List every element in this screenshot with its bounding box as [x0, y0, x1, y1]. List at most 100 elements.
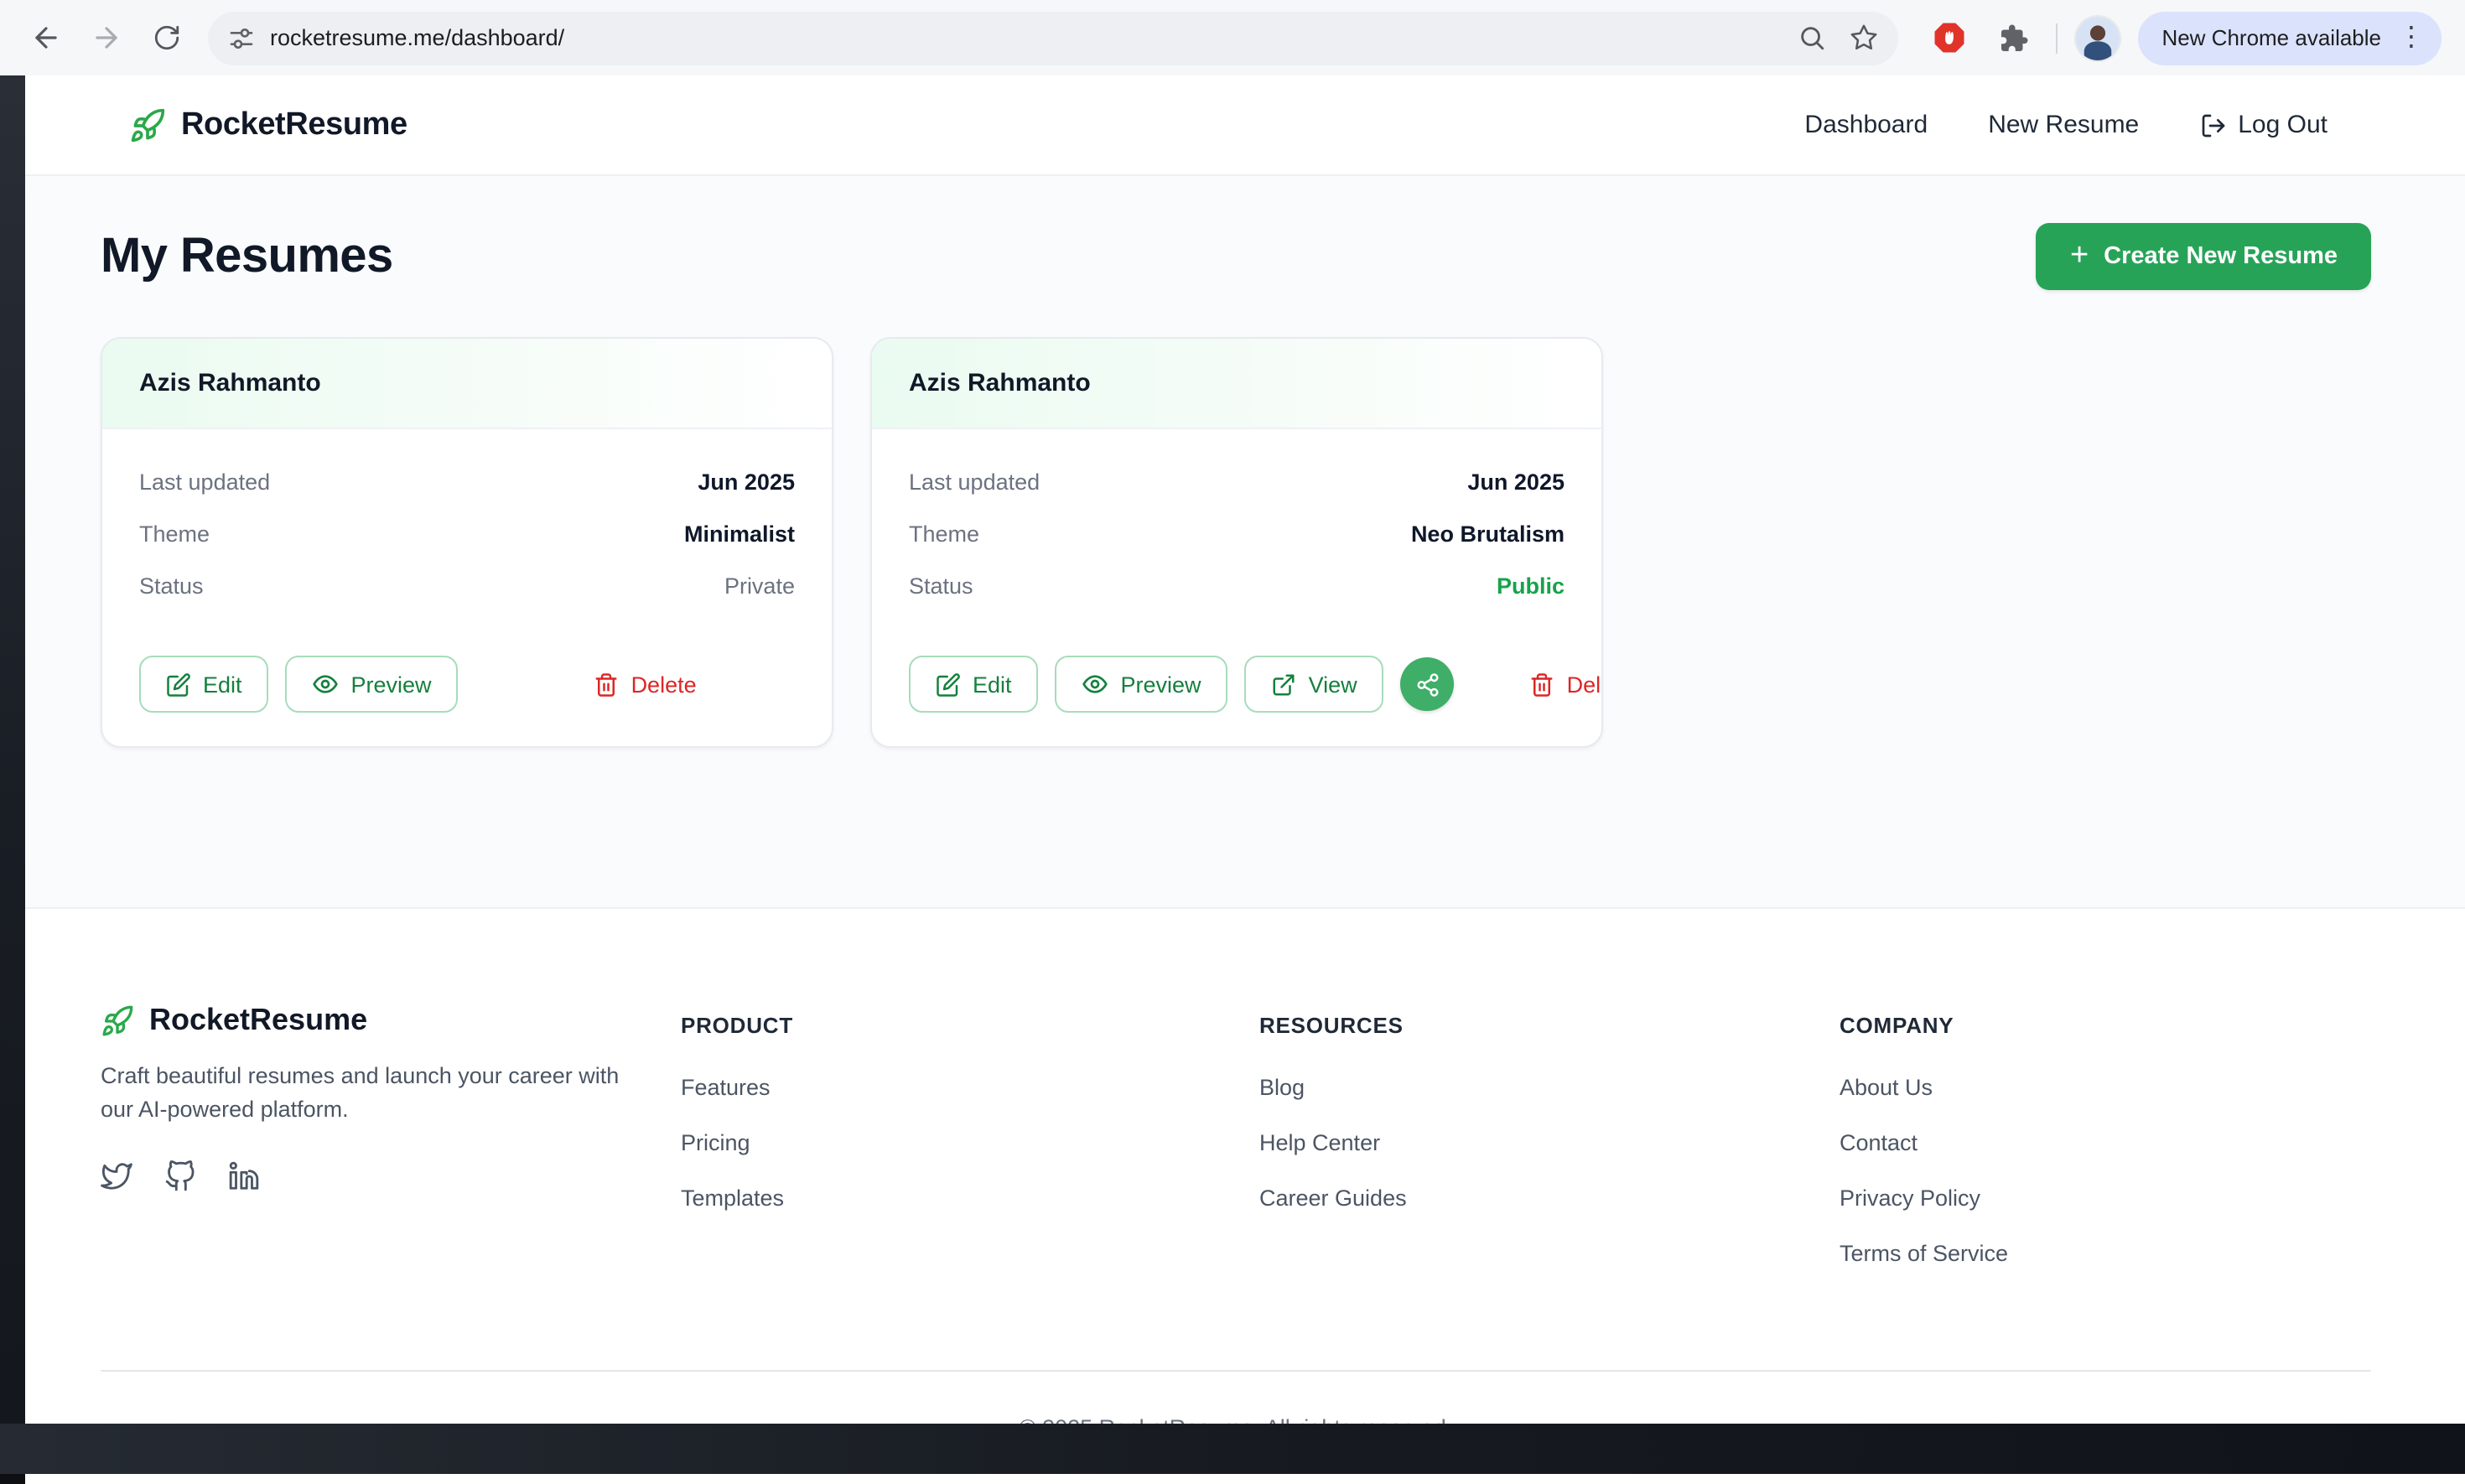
footer-link-contact[interactable]: Contact — [1840, 1130, 1918, 1155]
preview-button[interactable]: Preview — [285, 656, 459, 713]
field-label: Status — [909, 573, 973, 598]
footer-link-blog[interactable]: Blog — [1259, 1075, 1305, 1100]
view-button[interactable]: View — [1244, 656, 1384, 713]
edit-icon — [166, 672, 191, 697]
resume-card: Azis Rahmanto Last updated Jun 2025 Them… — [101, 337, 833, 748]
resume-card-body: Last updated Jun 2025 Theme Neo Brutalis… — [872, 429, 1601, 600]
address-bar[interactable]: rocketresume.me/dashboard/ — [208, 11, 1899, 65]
field-value: Minimalist — [683, 521, 795, 546]
extensions-area: New Chrome available ⋮ — [1918, 11, 2448, 65]
desktop-wallpaper-bottom-strip — [0, 1423, 2465, 1473]
nav-logout[interactable]: Log Out — [2199, 111, 2327, 139]
profile-avatar[interactable] — [2076, 16, 2120, 60]
edit-icon — [936, 672, 961, 697]
page-header-row: My Resumes + Create New Resume — [101, 223, 2371, 290]
nav-new-resume[interactable]: New Resume — [1988, 111, 2140, 139]
delete-label: Delete — [631, 672, 697, 697]
forward-button[interactable] — [77, 9, 134, 66]
field-label: Theme — [139, 521, 210, 546]
nav-dashboard[interactable]: Dashboard — [1804, 111, 1928, 139]
field-label: Theme — [909, 521, 980, 546]
footer-link-help-center[interactable]: Help Center — [1259, 1130, 1381, 1155]
delete-button[interactable]: Delete — [1508, 656, 1601, 713]
edit-button[interactable]: Edit — [909, 656, 1039, 713]
view-external-icon — [1272, 672, 1297, 697]
footer-column-heading: RESOURCES — [1259, 1013, 1404, 1038]
footer-company-column: COMPANY About Us Contact Privacy Policy … — [1840, 1003, 2371, 1296]
share-icon — [1415, 672, 1440, 697]
footer-link-pricing[interactable]: Pricing — [681, 1130, 750, 1155]
footer-link-templates[interactable]: Templates — [681, 1186, 785, 1211]
back-button[interactable] — [17, 9, 74, 66]
resume-card-actions: Edit Preview View — [872, 622, 1601, 746]
site-info-icon[interactable] — [228, 24, 255, 51]
footer-brand-name: RocketResume — [149, 1003, 368, 1036]
preview-label: Preview — [350, 672, 432, 697]
footer-link-terms-of-service[interactable]: Terms of Service — [1840, 1241, 2009, 1266]
reload-icon — [152, 23, 180, 52]
browser-toolbar: rocketresume.me/dashboard/ — [0, 0, 2465, 75]
header-nav: Dashboard New Resume Log Out — [1804, 111, 2327, 139]
footer-brand-column: RocketResume Craft beautiful resumes and… — [101, 1003, 681, 1296]
create-new-resume-label: Create New Resume — [2104, 243, 2338, 270]
footer-link-career-guides[interactable]: Career Guides — [1259, 1186, 1407, 1211]
extensions-puzzle-icon[interactable] — [1990, 14, 2037, 61]
create-new-resume-button[interactable]: + Create New Resume — [2036, 223, 2371, 290]
resume-name: Azis Rahmanto — [139, 369, 321, 397]
chrome-update-button[interactable]: New Chrome available ⋮ — [2138, 11, 2442, 65]
preview-eye-icon — [313, 671, 340, 698]
delete-button[interactable]: Delete — [573, 656, 719, 713]
footer-tagline: Craft beautiful resumes and launch your … — [101, 1063, 620, 1122]
field-value: Jun 2025 — [1467, 469, 1565, 494]
footer-divider — [101, 1370, 2371, 1372]
search-lens-icon[interactable] — [1798, 23, 1826, 52]
linkedin-icon[interactable] — [228, 1160, 260, 1192]
chrome-update-label: New Chrome available — [2161, 25, 2381, 50]
footer-link-features[interactable]: Features — [681, 1075, 771, 1100]
view-label: View — [1308, 672, 1357, 697]
preview-eye-icon — [1082, 671, 1109, 698]
status-badge: Public — [1496, 573, 1565, 598]
footer-column-heading: PRODUCT — [681, 1013, 794, 1038]
brand-logo[interactable]: RocketResume — [129, 106, 407, 143]
edit-button[interactable]: Edit — [139, 656, 269, 713]
field-label: Status — [139, 573, 204, 598]
menu-dots-icon[interactable]: ⋮ — [2398, 23, 2425, 51]
resume-card-actions: Edit Preview Delete — [102, 622, 832, 746]
plus-icon: + — [2069, 237, 2089, 272]
rocket-logo-icon — [101, 1004, 134, 1037]
field-row-last-updated: Last updated Jun 2025 — [139, 466, 795, 496]
footer-product-column: PRODUCT Features Pricing Templates — [681, 1003, 1259, 1296]
toolbar-separator — [2056, 23, 2058, 53]
url-text[interactable]: rocketresume.me/dashboard/ — [270, 25, 565, 50]
status-badge: Private — [724, 573, 795, 598]
footer-link-about-us[interactable]: About Us — [1840, 1075, 1933, 1100]
preview-label: Preview — [1120, 672, 1201, 697]
field-value: Jun 2025 — [698, 469, 795, 494]
footer-column-links: Features Pricing Templates — [681, 1075, 1259, 1214]
main-content: My Resumes + Create New Resume Azis Rahm… — [25, 176, 2465, 907]
edit-label: Edit — [203, 672, 242, 697]
twitter-icon[interactable] — [101, 1160, 132, 1192]
reload-button[interactable] — [138, 9, 195, 66]
footer-column-links: About Us Contact Privacy Policy Terms of… — [1840, 1075, 2371, 1269]
field-label: Last updated — [139, 469, 271, 494]
preview-button[interactable]: Preview — [1055, 656, 1228, 713]
field-row-theme: Theme Minimalist — [139, 518, 795, 548]
field-row-status: Status Private — [139, 570, 795, 600]
bookmark-star-icon[interactable] — [1850, 23, 1878, 52]
edit-label: Edit — [973, 672, 1012, 697]
resume-card: Azis Rahmanto Last updated Jun 2025 Them… — [870, 337, 1603, 748]
resume-name: Azis Rahmanto — [909, 369, 1091, 397]
brand-name: RocketResume — [181, 106, 407, 142]
site-header: RocketResume Dashboard New Resume Log Ou… — [25, 75, 2465, 176]
adblock-extension-icon[interactable] — [1925, 14, 1972, 61]
resume-card-header: Azis Rahmanto — [102, 339, 832, 429]
github-icon[interactable] — [164, 1160, 196, 1192]
logout-icon — [2199, 112, 2226, 138]
nav-logout-label: Log Out — [2238, 111, 2327, 139]
share-button[interactable] — [1400, 657, 1455, 711]
footer-brand-logo[interactable]: RocketResume — [101, 1003, 681, 1038]
footer-link-privacy-policy[interactable]: Privacy Policy — [1840, 1186, 1981, 1211]
